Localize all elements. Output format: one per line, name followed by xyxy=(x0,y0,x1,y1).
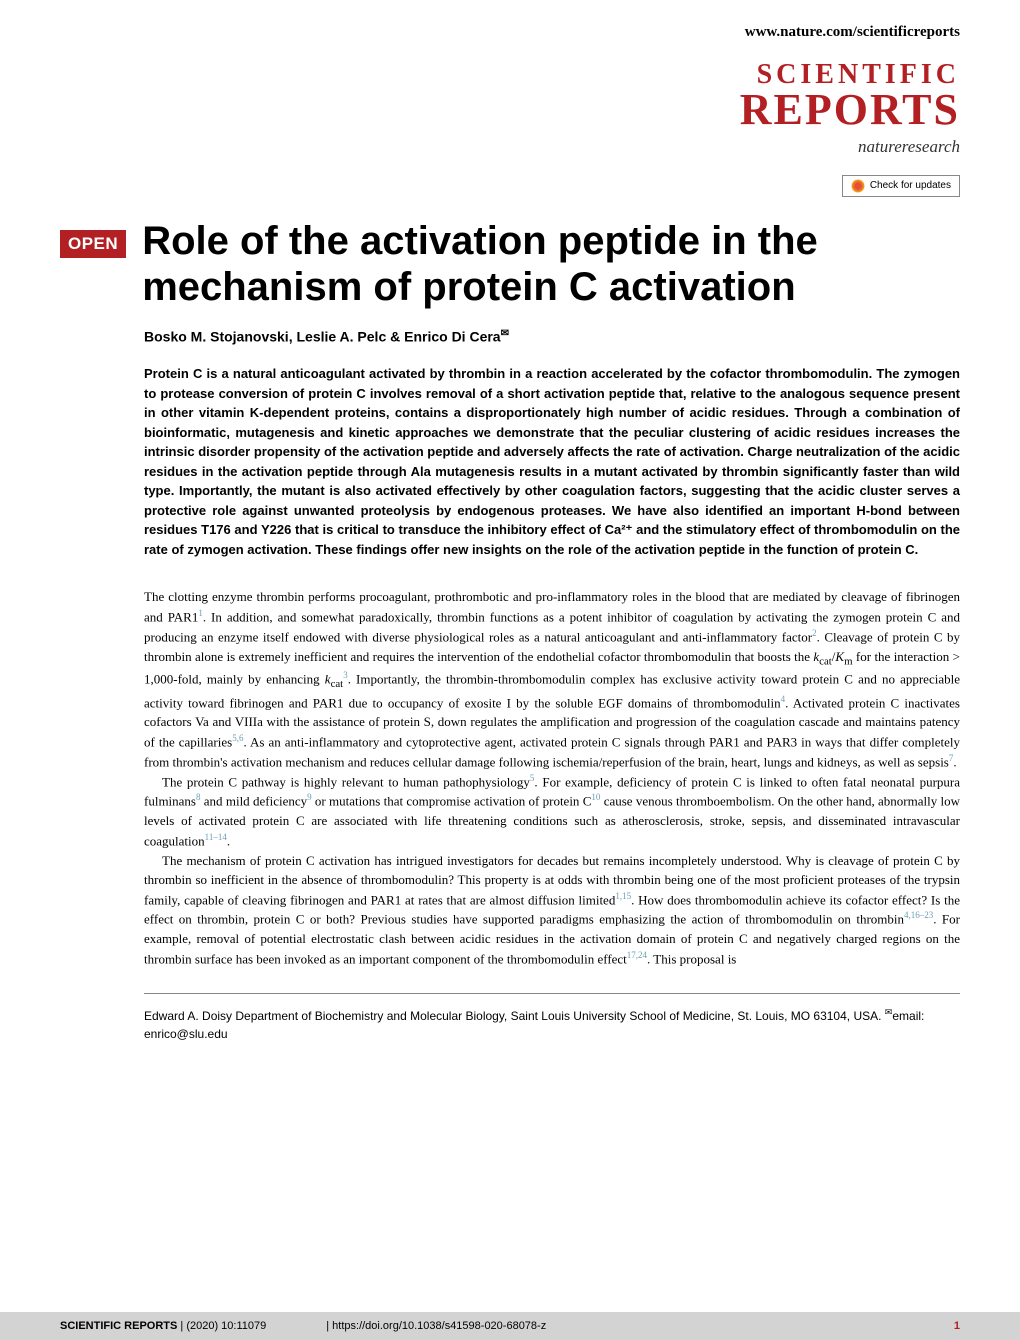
check-updates-icon xyxy=(851,179,865,193)
ref-link[interactable]: 5,6 xyxy=(232,733,243,743)
check-updates-button[interactable]: Check for updates xyxy=(842,175,960,197)
footer-doi[interactable]: | https://doi.org/10.1038/s41598-020-680… xyxy=(326,1320,546,1332)
paragraph-3: The mechanism of protein C activation ha… xyxy=(144,851,960,969)
footer-citation: (2020) 10:11079| https://doi.org/10.1038… xyxy=(186,1320,546,1332)
open-access-badge: OPEN xyxy=(60,230,126,258)
affiliation-block: Edward A. Doisy Department of Biochemist… xyxy=(144,993,960,1043)
journal-tagline: natureresearch xyxy=(0,137,960,157)
journal-name-bottom: REPORTS xyxy=(0,89,960,131)
ref-link[interactable]: 1,15 xyxy=(615,891,631,901)
journal-url: www.nature.com/scientificreports xyxy=(0,0,1020,51)
paragraph-1: The clotting enzyme thrombin performs pr… xyxy=(144,587,960,771)
main-content: OPEN Role of the activation peptide in t… xyxy=(0,198,1020,1043)
body-text: The clotting enzyme thrombin performs pr… xyxy=(144,587,960,968)
ref-link[interactable]: 11–14 xyxy=(205,832,227,842)
page-number: 1 xyxy=(954,1320,960,1332)
authors-text: Bosko M. Stojanovski, Leslie A. Pelc & E… xyxy=(144,328,501,344)
authors-line: Bosko M. Stojanovski, Leslie A. Pelc & E… xyxy=(144,328,960,345)
footer-left: SCIENTIFIC REPORTS | (2020) 10:11079| ht… xyxy=(60,1320,546,1332)
abstract: Protein C is a natural anticoagulant act… xyxy=(144,364,960,559)
check-updates-label: Check for updates xyxy=(870,180,951,191)
ref-link[interactable]: 17,24 xyxy=(627,950,647,960)
page-footer: SCIENTIFIC REPORTS | (2020) 10:11079| ht… xyxy=(0,1312,1020,1340)
affiliation-text: Edward A. Doisy Department of Biochemist… xyxy=(144,1009,885,1023)
title-row: OPEN Role of the activation peptide in t… xyxy=(60,218,960,310)
journal-logo-block: SCIENTIFIC REPORTS natureresearch Check … xyxy=(0,51,1020,198)
email-label: email: xyxy=(892,1009,924,1023)
article-title: Role of the activation peptide in the me… xyxy=(142,218,960,310)
footer-journal: SCIENTIFIC REPORTS xyxy=(60,1320,177,1332)
corresponding-email[interactable]: enrico@slu.edu xyxy=(144,1027,228,1041)
ref-link[interactable]: 4,16–23 xyxy=(904,910,933,920)
paragraph-2: The protein C pathway is highly relevant… xyxy=(144,772,960,851)
corresponding-author-icon: ✉ xyxy=(501,328,509,339)
